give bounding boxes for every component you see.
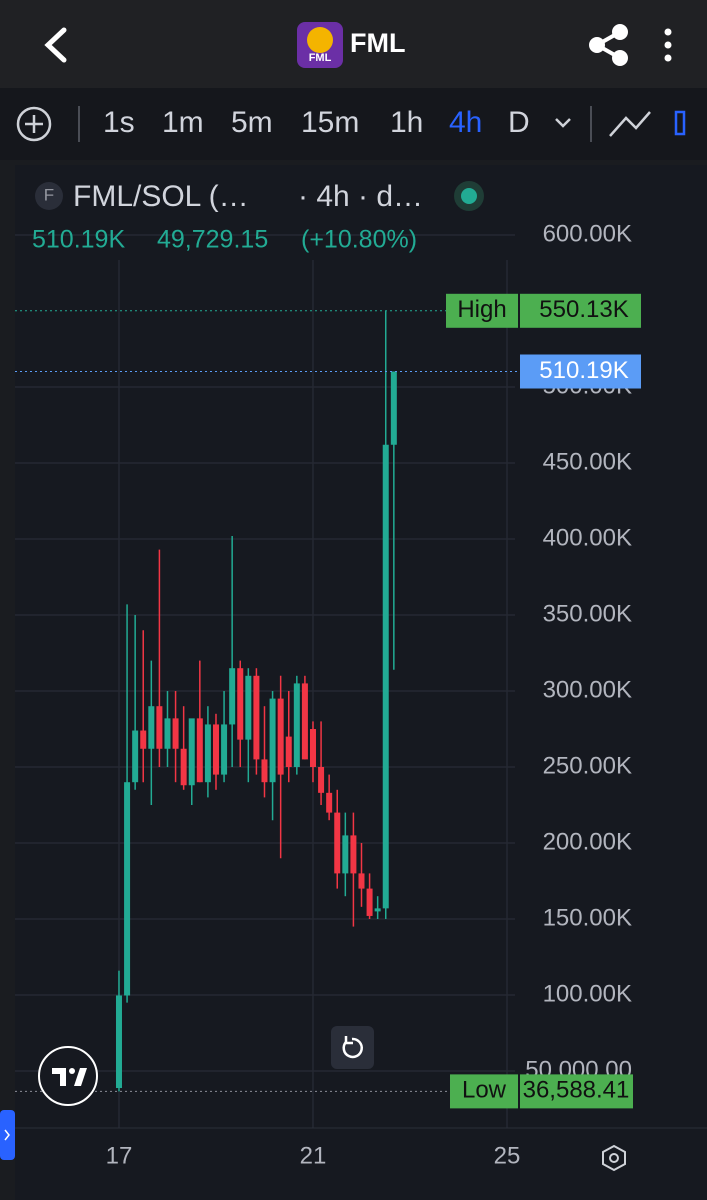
candle-body bbox=[285, 736, 292, 767]
y-tick-label: 450.00K bbox=[543, 448, 632, 475]
candle-body bbox=[253, 675, 260, 760]
candle-body bbox=[358, 873, 365, 889]
candle-body bbox=[212, 724, 219, 775]
candle-body bbox=[366, 888, 373, 916]
side-tab-arrow bbox=[4, 1129, 10, 1141]
interval-button[interactable]: 15m bbox=[301, 106, 359, 139]
marker-label-box bbox=[446, 293, 518, 328]
interval-button[interactable]: 1h bbox=[390, 106, 423, 139]
y-tick-label: 300.00K bbox=[543, 676, 632, 703]
tradingview-logo[interactable] bbox=[38, 1046, 98, 1106]
x-tick-label: 21 bbox=[300, 1142, 327, 1169]
candle-body bbox=[115, 995, 122, 1089]
candle-body bbox=[164, 718, 171, 749]
y-tick-label: 350.00K bbox=[543, 600, 632, 627]
candle-body bbox=[318, 766, 325, 793]
candle-body bbox=[229, 668, 236, 725]
share-button[interactable] bbox=[589, 24, 628, 66]
last-price: 510.19K bbox=[32, 226, 125, 254]
candle-body bbox=[148, 706, 155, 749]
page-title: FML bbox=[350, 28, 405, 58]
candle-body bbox=[180, 748, 187, 786]
candle-body bbox=[390, 371, 397, 445]
y-tick-label: 200.00K bbox=[543, 828, 632, 855]
candle-body bbox=[374, 908, 381, 912]
candle-body bbox=[132, 730, 139, 783]
reset-button[interactable] bbox=[331, 1026, 374, 1069]
change-percent: (+10.80%) bbox=[301, 226, 417, 254]
marker-label-box bbox=[450, 1074, 518, 1109]
candle-body bbox=[124, 782, 131, 996]
marker-value: 550.13K bbox=[539, 296, 628, 323]
y-tick-label: 250.00K bbox=[543, 752, 632, 779]
candle-body bbox=[140, 730, 147, 749]
marker-value-box bbox=[520, 293, 641, 328]
candle-body bbox=[172, 718, 179, 749]
marker-label: High bbox=[457, 296, 506, 323]
marker-value-box bbox=[520, 354, 641, 389]
settings-dot bbox=[609, 1153, 619, 1163]
marker-value-box bbox=[520, 1074, 633, 1109]
candle-body bbox=[245, 675, 252, 740]
candle-body bbox=[342, 835, 349, 874]
candle-tool[interactable] bbox=[674, 110, 686, 136]
back-button[interactable] bbox=[44, 27, 67, 63]
side-tab[interactable] bbox=[0, 1110, 15, 1160]
y-tick-label: 150.00K bbox=[543, 904, 632, 931]
candle-body bbox=[261, 759, 268, 783]
x-tick-label: 25 bbox=[494, 1142, 521, 1169]
candle-body bbox=[350, 835, 357, 874]
candle-body bbox=[269, 698, 276, 783]
candle-body bbox=[237, 668, 244, 740]
interval-button[interactable]: 1s bbox=[103, 106, 135, 139]
candle-body bbox=[293, 683, 300, 767]
add-button[interactable] bbox=[16, 106, 52, 142]
candle-body bbox=[188, 718, 195, 786]
logo: FML bbox=[297, 22, 343, 68]
interval-button[interactable]: D bbox=[508, 106, 530, 139]
candle-body bbox=[382, 444, 389, 909]
interval-button[interactable]: 5m bbox=[231, 106, 273, 139]
change: 49,729.15 bbox=[157, 226, 268, 254]
interval-button[interactable]: 1m bbox=[162, 106, 204, 139]
logo-text: FML bbox=[309, 52, 332, 64]
marker-value: 36,588.41 bbox=[523, 1077, 630, 1104]
candle-body bbox=[221, 724, 228, 775]
avatar: F bbox=[44, 185, 54, 204]
settings-button[interactable] bbox=[602, 1144, 626, 1172]
symbol-meta: · 4h · d… bbox=[298, 180, 423, 213]
x-tick-label: 17 bbox=[106, 1142, 133, 1169]
candle-body bbox=[326, 792, 333, 813]
marker-value: 510.19K bbox=[539, 357, 628, 384]
more-intervals[interactable] bbox=[555, 118, 571, 128]
marker-label: Low bbox=[462, 1077, 507, 1104]
more-button[interactable] bbox=[664, 28, 672, 62]
candle-body bbox=[196, 718, 203, 783]
y-tick-label: 400.00K bbox=[543, 524, 632, 551]
legend: F FML/SOL (… · 4h · d… 510.19K 49,729.15… bbox=[32, 180, 484, 254]
symbol: FML/SOL (… bbox=[73, 180, 249, 213]
y-tick-label: 100.00K bbox=[543, 980, 632, 1007]
line-tool[interactable] bbox=[609, 111, 651, 137]
y-tick-label: 600.00K bbox=[543, 220, 632, 247]
candle-body bbox=[334, 812, 341, 874]
candle-body bbox=[301, 683, 308, 760]
toolbar bbox=[0, 88, 707, 160]
candle-body bbox=[309, 728, 316, 767]
candle-body bbox=[204, 724, 211, 783]
candle-body bbox=[277, 698, 284, 775]
candle-body bbox=[156, 706, 163, 749]
interval-button[interactable]: 4h bbox=[449, 106, 482, 139]
